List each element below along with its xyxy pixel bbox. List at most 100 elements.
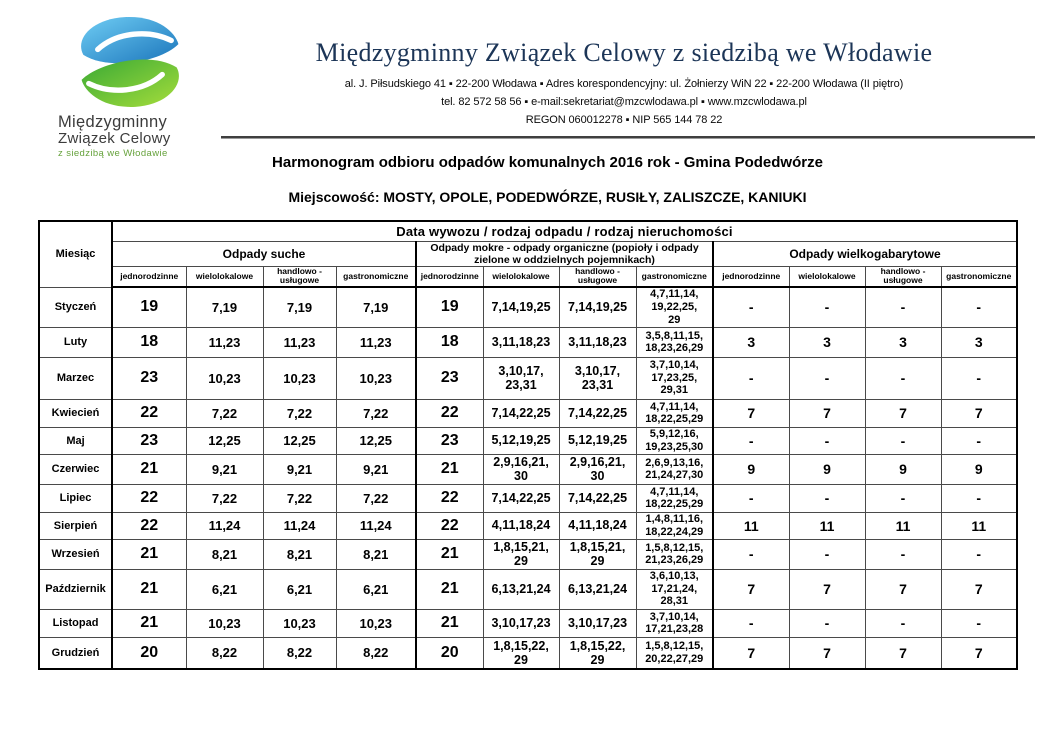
table-cell: 9 (940, 453, 1018, 485)
table-cell: 7 (864, 398, 942, 428)
table-cell: - (864, 483, 942, 513)
logo-text-line1: Międzygminny (58, 113, 168, 131)
table-cell: 11,23 (335, 326, 417, 358)
table-cell: 3 (788, 326, 866, 358)
table-cell: 4,7,11,14, 19,22,25, 29 (635, 286, 714, 328)
table-cell: 11,24 (185, 511, 264, 540)
table-cell: 8,21 (262, 538, 337, 570)
table-cell: 21 (111, 453, 187, 485)
table-cell: 6,13,21,24 (482, 568, 560, 610)
table-cell: - (712, 286, 790, 328)
table-cell: - (788, 608, 866, 638)
table-row: Styczeń 19 7,19 7,19 7,19 19 7,14,19,25 … (38, 286, 1018, 328)
table-cell: 7,19 (185, 286, 264, 328)
table-cell: 7 (940, 636, 1018, 670)
month-cell: Luty (38, 326, 113, 358)
logo-text-line2: Związek Celowy (58, 130, 171, 148)
table-cell: - (712, 538, 790, 570)
table-cell: 7 (788, 398, 866, 428)
table-cell: - (940, 483, 1018, 513)
table-cell: 7,19 (335, 286, 417, 328)
table-cell: - (788, 483, 866, 513)
table-cell: 1,8,15,22, 29 (482, 636, 560, 670)
table-cell: - (788, 286, 866, 328)
table-cell: 9,21 (262, 453, 337, 485)
table-cell: 18 (415, 326, 484, 358)
table-cell: 7,14,19,25 (558, 286, 637, 328)
table-header-row-subcolumns: jednorodzinne wielolokalowe handlowo - u… (39, 265, 1018, 289)
month-cell: Wrzesień (38, 538, 113, 570)
table-cell: 10,23 (185, 356, 264, 400)
month-column-header: Miesiąc (38, 220, 113, 288)
table-cell: 3 (864, 326, 942, 358)
table-cell: - (712, 356, 790, 400)
table-cell: 11 (940, 511, 1018, 540)
month-cell: Lipiec (38, 483, 113, 513)
month-cell: Styczeń (38, 286, 113, 328)
table-cell: 11,23 (185, 326, 264, 358)
table-cell: - (864, 426, 942, 455)
table-cell: 3,10,17, 23,31 (558, 356, 637, 400)
table-cell: 1,5,8,12,15, 20,22,27,29 (635, 636, 714, 670)
month-cell: Sierpień (38, 511, 113, 540)
table-cell: 3,5,8,11,15, 18,23,26,29 (635, 326, 714, 358)
table-cell: 7,14,22,25 (482, 483, 560, 513)
table-cell: 7 (788, 636, 866, 670)
logo-text-line3: z siedzibą we Włodawie (58, 147, 168, 159)
table-cell: 3,11,18,23 (558, 326, 637, 358)
table-cell: 9 (788, 453, 866, 485)
table-cell: 23 (415, 356, 484, 400)
group-header-suche: Odpady suche (111, 240, 417, 267)
table-cell: 22 (111, 511, 187, 540)
table-cell: - (940, 286, 1018, 328)
table-cell: - (864, 356, 942, 400)
table-cell: 22 (415, 511, 484, 540)
table-cell: 7,22 (185, 483, 264, 513)
table-cell: 7,22 (185, 398, 264, 428)
table-cell: 7 (940, 398, 1018, 428)
table-cell: 2,9,16,21, 30 (558, 453, 637, 485)
table-cell: 12,25 (185, 426, 264, 455)
table-row: Listopad 21 10,23 10,23 10,23 21 3,10,17… (38, 608, 1018, 638)
table-cell: 7,14,19,25 (482, 286, 560, 328)
subcolumn-header: jednorodzinne (111, 265, 187, 289)
month-cell: Marzec (38, 356, 113, 400)
table-cell: 7,14,22,25 (558, 398, 637, 428)
table-cell: 7 (864, 636, 942, 670)
table-cell: 8,22 (262, 636, 337, 670)
table-cell: 8,22 (185, 636, 264, 670)
table-cell: - (940, 426, 1018, 455)
table-cell: 3 (712, 326, 790, 358)
group-header-wielkogabarytowe: Odpady wielkogabarytowe (712, 240, 1018, 267)
table-row: Sierpień 22 11,24 11,24 11,24 22 4,11,18… (38, 511, 1018, 540)
table-cell: 10,23 (185, 608, 264, 638)
table-cell: 20 (415, 636, 484, 670)
table-cell: 9 (864, 453, 942, 485)
table-cell: 7 (712, 636, 790, 670)
table-cell: - (712, 426, 790, 455)
table-cell: 6,21 (335, 568, 417, 610)
table-cell: - (788, 426, 866, 455)
table-cell: 21 (415, 608, 484, 638)
table-cell: 22 (415, 398, 484, 428)
month-cell: Październik (38, 568, 113, 610)
table-cell: 9 (712, 453, 790, 485)
table-cell: - (940, 356, 1018, 400)
subcolumn-header: wielolokalowe (788, 265, 866, 289)
table-row: Luty 18 11,23 11,23 11,23 18 3,11,18,23 … (38, 326, 1018, 358)
table-cell: - (712, 608, 790, 638)
subcolumn-header: jednorodzinne (415, 265, 484, 289)
table-row: Maj 23 12,25 12,25 12,25 23 5,12,19,25 5… (38, 426, 1018, 455)
table-cell: 8,21 (335, 538, 417, 570)
table-cell: 21 (111, 538, 187, 570)
table-cell: - (940, 538, 1018, 570)
table-row: Marzec 23 10,23 10,23 10,23 23 3,10,17, … (38, 356, 1018, 400)
table-cell: 7,19 (262, 286, 337, 328)
org-registry: REGON 060012278 ▪ NIP 565 144 78 22 (525, 113, 723, 126)
table-cell: 12,25 (262, 426, 337, 455)
month-cell: Kwiecień (38, 398, 113, 428)
dual-leaf-swoosh-icon (81, 17, 179, 107)
table-cell: 2,9,16,21, 30 (482, 453, 560, 485)
subcolumn-header: gastronomiczne (635, 265, 714, 289)
table-cell: 1,4,8,11,16, 18,22,24,29 (635, 511, 714, 540)
